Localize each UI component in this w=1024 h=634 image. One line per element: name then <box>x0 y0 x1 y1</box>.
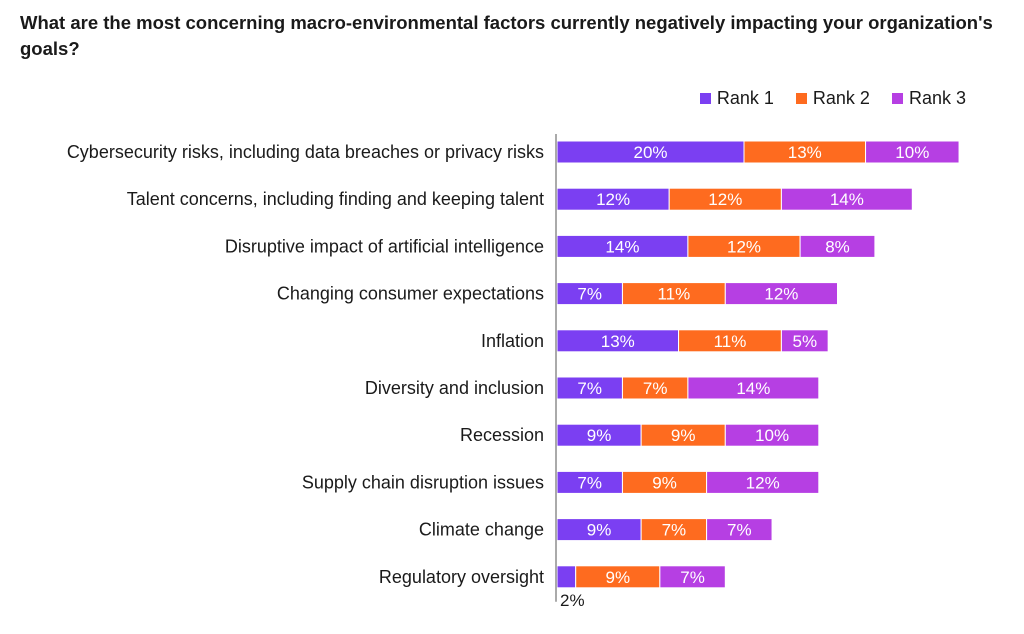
category-label: Supply chain disruption issues <box>302 472 544 492</box>
category-label: Diversity and inclusion <box>365 378 544 398</box>
legend-item-rank-3: Rank 3 <box>891 88 966 109</box>
bar-segment-rank-3 <box>724 423 820 447</box>
data-label: 7% <box>577 379 602 398</box>
data-label: 7% <box>727 521 752 540</box>
data-label: 9% <box>605 568 630 587</box>
data-label: 11% <box>714 332 747 351</box>
category-label: Disruptive impact of artificial intellig… <box>225 236 544 256</box>
data-label: 8% <box>825 237 850 256</box>
data-label: 11% <box>657 285 690 304</box>
category-label: Inflation <box>481 331 544 351</box>
legend-item-rank-2: Rank 2 <box>795 88 870 109</box>
data-label: 7% <box>577 285 602 304</box>
bar-segment-rank-3 <box>780 329 829 353</box>
data-label: 7% <box>577 473 602 492</box>
bar-segment-rank-3 <box>724 282 838 306</box>
data-label: 12% <box>746 473 780 492</box>
data-label: 7% <box>662 521 687 540</box>
category-label: Talent concerns, including finding and k… <box>127 189 544 209</box>
data-label: 14% <box>736 379 770 398</box>
legend-swatch-rank-1 <box>699 93 711 104</box>
data-label: 12% <box>708 190 742 209</box>
data-label: 9% <box>587 426 612 445</box>
data-label: 9% <box>671 426 696 445</box>
category-label: Climate change <box>419 520 544 540</box>
data-label: 13% <box>788 143 822 162</box>
legend-label-rank-3: Rank 3 <box>908 88 966 108</box>
bar-segment-rank-3 <box>799 234 876 258</box>
legend-swatch-rank-3 <box>891 93 903 104</box>
legend-label-rank-2: Rank 2 <box>812 88 870 108</box>
data-label: 7% <box>680 568 705 587</box>
bar-segment-rank-3 <box>706 518 773 542</box>
data-label: 10% <box>895 143 929 162</box>
legend: Rank 1 Rank 2 Rank 3 <box>699 88 966 109</box>
data-label: 20% <box>633 143 667 162</box>
data-label: 14% <box>830 190 864 209</box>
bar-segment-rank-3 <box>865 140 960 164</box>
legend-swatch-rank-2 <box>795 93 807 104</box>
data-label: 7% <box>643 379 668 398</box>
data-label: 9% <box>652 473 677 492</box>
category-label: Regulatory oversight <box>379 567 544 587</box>
data-label: 12% <box>764 285 798 304</box>
data-label: 9% <box>587 521 612 540</box>
category-label: Cybersecurity risks, including data brea… <box>67 142 544 162</box>
data-label: 5% <box>792 332 817 351</box>
bar-segment-rank-3 <box>687 376 820 400</box>
data-label: 2% <box>560 591 585 610</box>
legend-item-rank-1: Rank 1 <box>699 88 774 109</box>
data-label: 12% <box>727 237 761 256</box>
legend-label-rank-1: Rank 1 <box>716 88 774 108</box>
bar-segment-rank-3 <box>659 565 726 589</box>
chart-title: What are the most concerning macro-envir… <box>20 12 993 59</box>
category-label: Recession <box>460 425 544 445</box>
bar-segment-rank-3 <box>780 187 913 211</box>
data-label: 13% <box>601 332 635 351</box>
bar-segment-rank-1 <box>556 565 577 589</box>
data-label: 10% <box>755 426 789 445</box>
data-label: 12% <box>596 190 630 209</box>
data-label: 14% <box>605 237 639 256</box>
bar-segment-rank-3 <box>706 470 820 494</box>
category-label: Changing consumer expectations <box>277 284 544 304</box>
